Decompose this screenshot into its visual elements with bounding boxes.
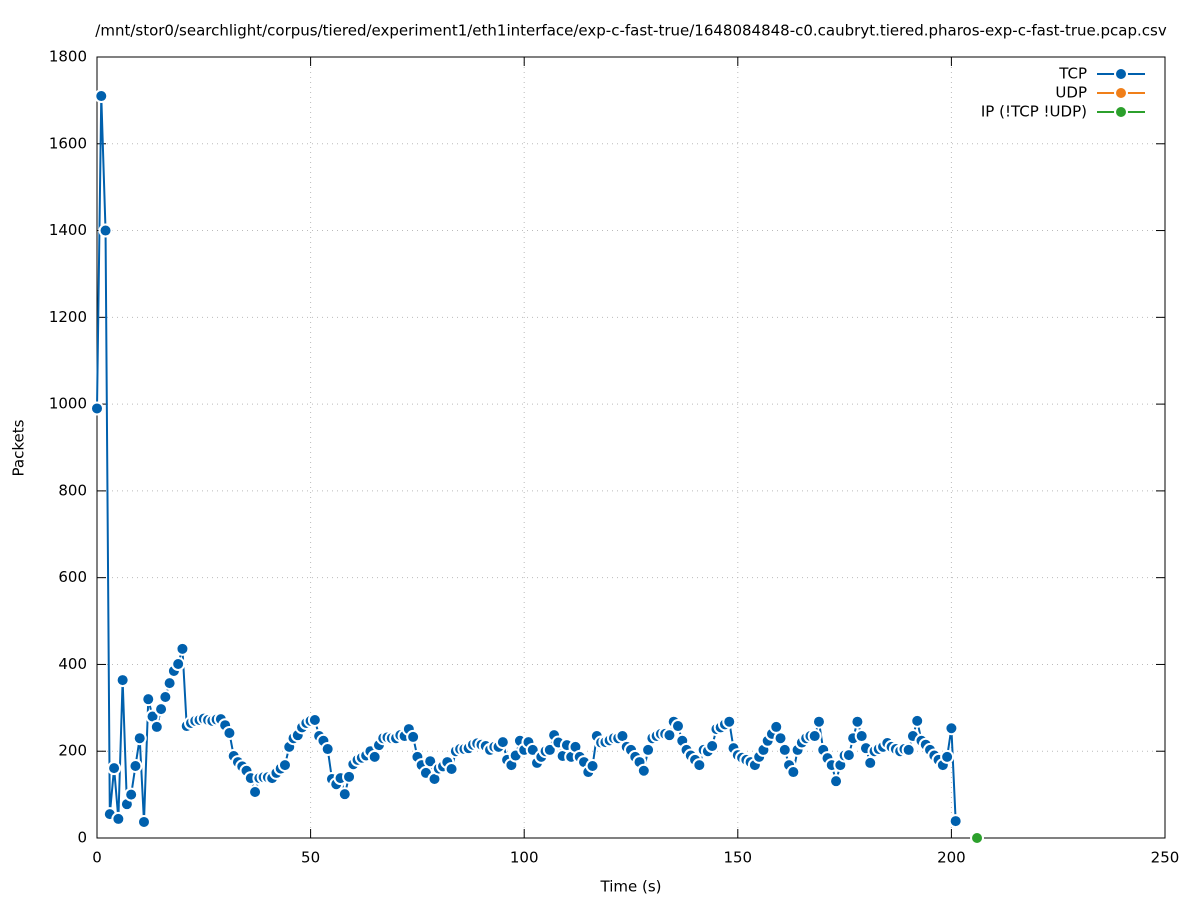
x-tick-label: 200 <box>937 849 966 867</box>
data-point <box>636 763 651 778</box>
data-point <box>320 742 335 757</box>
legend-label: IP (!TCP !UDP) <box>981 103 1087 121</box>
plot-frame <box>96 56 1166 839</box>
data-point <box>115 673 130 688</box>
x-tick-label: 250 <box>1151 849 1180 867</box>
data-point <box>786 765 801 780</box>
data-point <box>136 814 151 829</box>
data-point <box>948 814 963 829</box>
data-point <box>337 787 352 802</box>
data-point <box>171 657 186 672</box>
data-point <box>769 719 784 734</box>
data-point <box>128 758 143 773</box>
legend-marker <box>1114 86 1128 100</box>
legend-label: UDP <box>1055 84 1087 102</box>
x-tick-label: 150 <box>723 849 752 867</box>
data-point <box>98 223 113 238</box>
data-point <box>850 714 865 729</box>
x-tick-label: 50 <box>301 849 320 867</box>
x-tick-label: 0 <box>92 849 102 867</box>
y-tick-label: 1000 <box>49 395 87 413</box>
legend-marker <box>1114 67 1128 81</box>
data-point <box>406 729 421 744</box>
data-point <box>149 719 164 734</box>
data-point <box>773 731 788 746</box>
y-tick-label: 400 <box>58 655 87 673</box>
data-point <box>175 641 190 656</box>
data-point <box>910 713 925 728</box>
x-tick-label: 100 <box>510 849 539 867</box>
y-tick-label: 1200 <box>49 308 87 326</box>
data-point <box>423 754 438 769</box>
data-point <box>141 692 156 707</box>
data-point <box>811 714 826 729</box>
data-point <box>705 739 720 754</box>
data-point <box>222 725 237 740</box>
y-tick-label: 600 <box>58 568 87 586</box>
y-tick-label: 1800 <box>49 48 87 66</box>
data-point <box>970 831 985 845</box>
data-point <box>662 728 677 743</box>
data-point <box>154 702 169 717</box>
data-point <box>111 811 126 826</box>
data-point <box>863 755 878 770</box>
data-point <box>158 689 173 704</box>
data-point <box>248 785 263 800</box>
x-axis-label: Time (s) <box>600 878 662 896</box>
data-point <box>722 714 737 729</box>
y-axis-label: Packets <box>10 419 28 476</box>
y-tick-label: 0 <box>77 829 87 847</box>
y-tick-label: 800 <box>58 481 87 499</box>
data-point <box>829 774 844 789</box>
data-point <box>94 89 109 104</box>
data-point <box>944 721 959 736</box>
data-point <box>777 742 792 757</box>
data-point <box>807 729 822 744</box>
chart-title: /mnt/stor0/searchlight/corpus/tiered/exp… <box>95 22 1167 40</box>
data-point <box>641 742 656 757</box>
data-point <box>124 787 139 802</box>
y-tick-label: 1400 <box>49 221 87 239</box>
legend-label: TCP <box>1058 65 1087 83</box>
data-point <box>90 401 104 416</box>
y-tick-label: 200 <box>58 742 87 760</box>
data-point <box>162 676 177 691</box>
data-point <box>367 749 382 764</box>
legend-marker <box>1114 105 1128 119</box>
data-point <box>940 749 955 764</box>
data-point <box>444 762 459 777</box>
data-point <box>692 758 707 773</box>
data-point <box>901 742 916 757</box>
y-tick-label: 1600 <box>49 134 87 152</box>
data-point <box>495 735 510 750</box>
data-point <box>841 748 856 763</box>
data-point <box>342 769 357 784</box>
data-point <box>585 758 600 773</box>
data-point <box>542 742 557 757</box>
data-point <box>277 758 292 773</box>
data-point <box>670 719 685 734</box>
data-point <box>107 761 122 776</box>
data-point <box>307 712 322 727</box>
data-point <box>854 729 869 744</box>
data-point <box>132 731 147 746</box>
